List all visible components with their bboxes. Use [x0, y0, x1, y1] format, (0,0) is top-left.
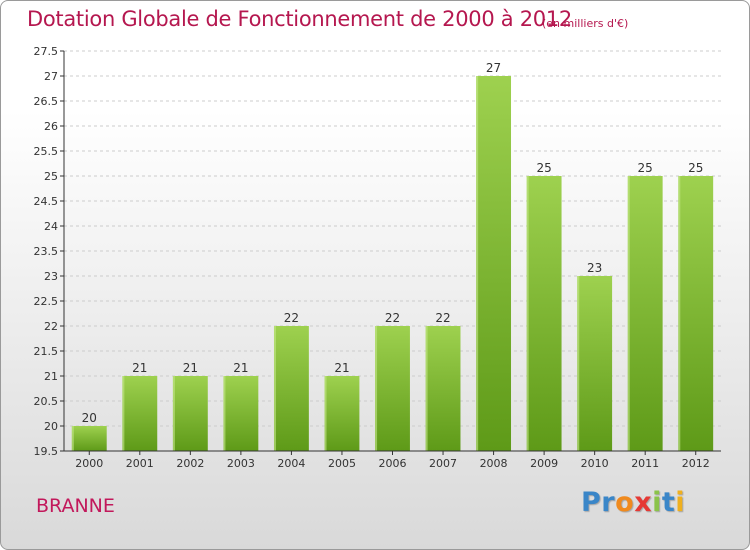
- x-tick-label-2011: 2011: [631, 457, 659, 470]
- bar-2002: [172, 376, 208, 451]
- axes: [60, 50, 721, 455]
- bar-2007: [425, 326, 461, 451]
- y-tick-label: 23.5: [34, 245, 59, 258]
- bar-2005: [324, 376, 360, 451]
- bar-2003: [223, 376, 259, 451]
- x-tick-label-2002: 2002: [176, 457, 204, 470]
- bar-2000: [71, 426, 107, 451]
- chart-title: Dotation Globale de Fonctionnement de 20…: [27, 7, 572, 31]
- labels: 19.5 20 20.5 21 21.5 22 22.5 23 23.5 24 24.5 25 25.5…: [34, 45, 710, 470]
- value-label-2000: 20: [82, 411, 97, 425]
- bar-2010: [577, 276, 613, 451]
- value-label-2004: 22: [284, 311, 299, 325]
- logo-letter: x: [634, 487, 653, 518]
- logo-letter: t: [661, 487, 676, 518]
- bar-highlight: [122, 376, 125, 451]
- bar-2008: [476, 76, 512, 451]
- bar-highlight: [678, 176, 681, 451]
- value-label-2006: 22: [385, 311, 400, 325]
- bar-highlight: [526, 176, 529, 451]
- chart-unit: (en milliers d'€): [542, 17, 629, 30]
- bar-2011: [627, 176, 663, 451]
- value-label-2001: 21: [132, 361, 147, 375]
- bar-2006: [375, 326, 410, 451]
- bars: [71, 76, 714, 451]
- x-tick-label-2009: 2009: [530, 457, 558, 470]
- x-tick-label-2012: 2012: [682, 457, 710, 470]
- bar-highlight: [172, 376, 175, 451]
- y-tick-label: 25.5: [34, 145, 59, 158]
- y-tick-label: 27: [44, 70, 58, 83]
- bar-highlight: [627, 176, 630, 451]
- value-label-2009: 25: [536, 161, 551, 175]
- bar-highlight: [375, 326, 378, 451]
- y-tick-label: 25: [44, 170, 58, 183]
- y-tick-label: 26.5: [34, 95, 59, 108]
- logo-letter: i: [652, 487, 662, 518]
- value-label-2012: 25: [688, 161, 703, 175]
- logo-letter: o: [615, 487, 635, 518]
- x-tick-label-2005: 2005: [328, 457, 356, 470]
- bar-highlight: [324, 376, 327, 451]
- x-tick-label-2003: 2003: [227, 457, 255, 470]
- y-tick-label: 24: [44, 220, 58, 233]
- bar-highlight: [223, 376, 226, 451]
- x-tick-label-2004: 2004: [277, 457, 305, 470]
- x-tick-label-2008: 2008: [480, 457, 508, 470]
- y-tick-label: 24.5: [34, 195, 59, 208]
- proxiti-logo[interactable]: Proxiti: [581, 487, 685, 518]
- bar-highlight: [425, 326, 428, 451]
- logo-letter: r: [601, 487, 616, 518]
- y-tick-label: 22: [44, 320, 58, 333]
- y-tick-label: 20: [44, 420, 58, 433]
- bar-2004: [273, 326, 309, 451]
- bar-highlight: [71, 426, 74, 451]
- bar-2009: [526, 176, 562, 451]
- y-tick-label: 27.5: [34, 45, 59, 58]
- y-tick-label: 19.5: [34, 445, 59, 458]
- bar-2012: [678, 176, 714, 451]
- y-tick-label: 23: [44, 270, 58, 283]
- bar-2001: [122, 376, 158, 451]
- value-label-2005: 21: [334, 361, 349, 375]
- logo-letter: P: [581, 487, 602, 518]
- y-tick-label: 21: [44, 370, 58, 383]
- commune-name: BRANNE: [36, 495, 115, 517]
- y-tick-label: 21.5: [34, 345, 59, 358]
- y-tick-label: 20.5: [34, 395, 59, 408]
- value-label-2003: 21: [233, 361, 248, 375]
- bar-highlight: [273, 326, 276, 451]
- value-label-2010: 23: [587, 261, 602, 275]
- y-tick-label: 22.5: [34, 295, 59, 308]
- x-tick-label-2000: 2000: [75, 457, 103, 470]
- logo-letter: i: [675, 487, 686, 518]
- bar-highlight: [476, 76, 479, 451]
- value-label-2011: 25: [638, 161, 653, 175]
- x-tick-label-2006: 2006: [379, 457, 407, 470]
- x-tick-label-2007: 2007: [429, 457, 457, 470]
- value-label-2008: 27: [486, 61, 501, 75]
- y-tick-label: 26: [44, 120, 58, 133]
- x-tick-label-2001: 2001: [126, 457, 154, 470]
- value-label-2007: 22: [435, 311, 450, 325]
- value-label-2002: 21: [183, 361, 198, 375]
- bar-highlight: [577, 276, 580, 451]
- x-tick-label-2010: 2010: [581, 457, 609, 470]
